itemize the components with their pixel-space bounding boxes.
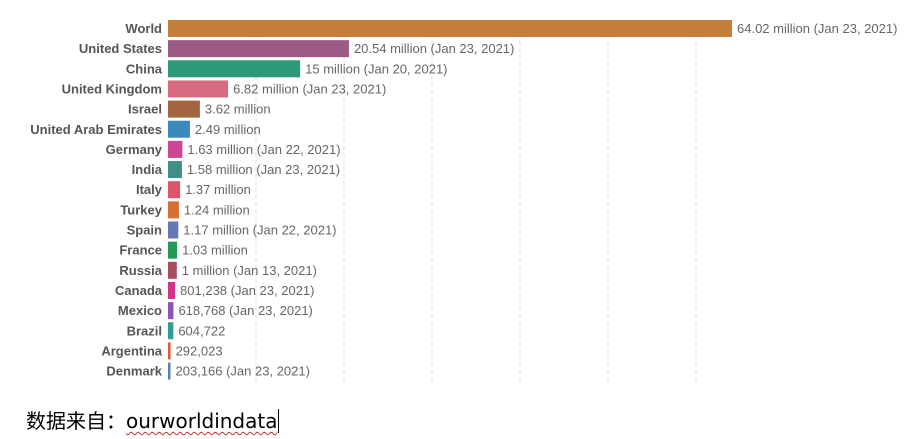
category-label: Germany: [106, 142, 163, 157]
bar: [168, 281, 176, 299]
value-label: 1.58 million (Jan 23, 2021): [187, 162, 340, 177]
value-label: 1.17 million (Jan 22, 2021): [183, 223, 336, 238]
value-label: 2.49 million: [195, 122, 261, 137]
value-label: 1.37 million: [185, 182, 251, 197]
bar: [168, 221, 179, 239]
value-label: 1 million (Jan 13, 2021): [182, 263, 317, 278]
category-label: Spain: [127, 223, 162, 238]
source-prefix: 数据来自：: [26, 409, 126, 433]
value-label: 15 million (Jan 20, 2021): [305, 61, 447, 76]
category-label: Mexico: [118, 303, 162, 318]
bars: World 64.02 million (Jan 23, 2021) United …: [30, 20, 897, 380]
category-label: Russia: [119, 263, 162, 278]
value-label: 203,166 (Jan 23, 2021): [176, 364, 310, 379]
value-label: 6.82 million (Jan 23, 2021): [233, 81, 386, 96]
category-label: Turkey: [120, 202, 162, 217]
bar: [168, 161, 182, 179]
value-label: 3.62 million: [205, 102, 271, 117]
value-label: 1.63 million (Jan 22, 2021): [187, 142, 340, 157]
bar: [168, 261, 177, 279]
bar: [168, 20, 732, 37]
category-label: United Arab Emirates: [30, 122, 162, 137]
bar: [168, 302, 174, 320]
category-label: India: [132, 162, 163, 177]
bar: [168, 140, 183, 158]
category-label: Israel: [128, 102, 162, 117]
grid-lines: [255, 20, 697, 383]
category-label: China: [126, 61, 163, 76]
bar: [168, 80, 229, 98]
text-cursor: [278, 409, 280, 433]
bar: [168, 342, 171, 360]
bar: [168, 181, 181, 199]
value-label: 801,238 (Jan 23, 2021): [180, 283, 314, 298]
bar: [168, 241, 178, 259]
bar: [168, 40, 349, 58]
value-label: 1.24 million: [184, 202, 250, 217]
bar-chart: World 64.02 million (Jan 23, 2021) United …: [30, 20, 897, 383]
category-label: France: [119, 243, 162, 258]
bar: [168, 120, 190, 138]
source-name: ourworldindata: [126, 409, 278, 433]
value-label: 1.03 million: [182, 243, 248, 258]
bar: [168, 201, 179, 219]
bar: [168, 322, 174, 340]
source-footer: 数据来自：ourworldindata: [26, 405, 280, 434]
category-label: Italy: [136, 182, 163, 197]
category-label: Canada: [115, 283, 163, 298]
category-label: United Kingdom: [62, 81, 162, 96]
category-label: Argentina: [101, 343, 162, 358]
value-label: 20.54 million (Jan 23, 2021): [354, 41, 514, 56]
value-label: 618,768 (Jan 23, 2021): [178, 303, 312, 318]
category-label: Brazil: [127, 323, 162, 338]
bar: [168, 100, 200, 118]
bar: [168, 362, 171, 380]
value-label: 64.02 million (Jan 23, 2021): [737, 21, 897, 36]
bar: [168, 60, 301, 78]
category-label: United States: [79, 41, 162, 56]
value-label: 292,023: [176, 343, 223, 358]
value-label: 604,722: [178, 323, 225, 338]
category-label: Denmark: [106, 364, 162, 379]
category-label: World: [125, 21, 162, 36]
